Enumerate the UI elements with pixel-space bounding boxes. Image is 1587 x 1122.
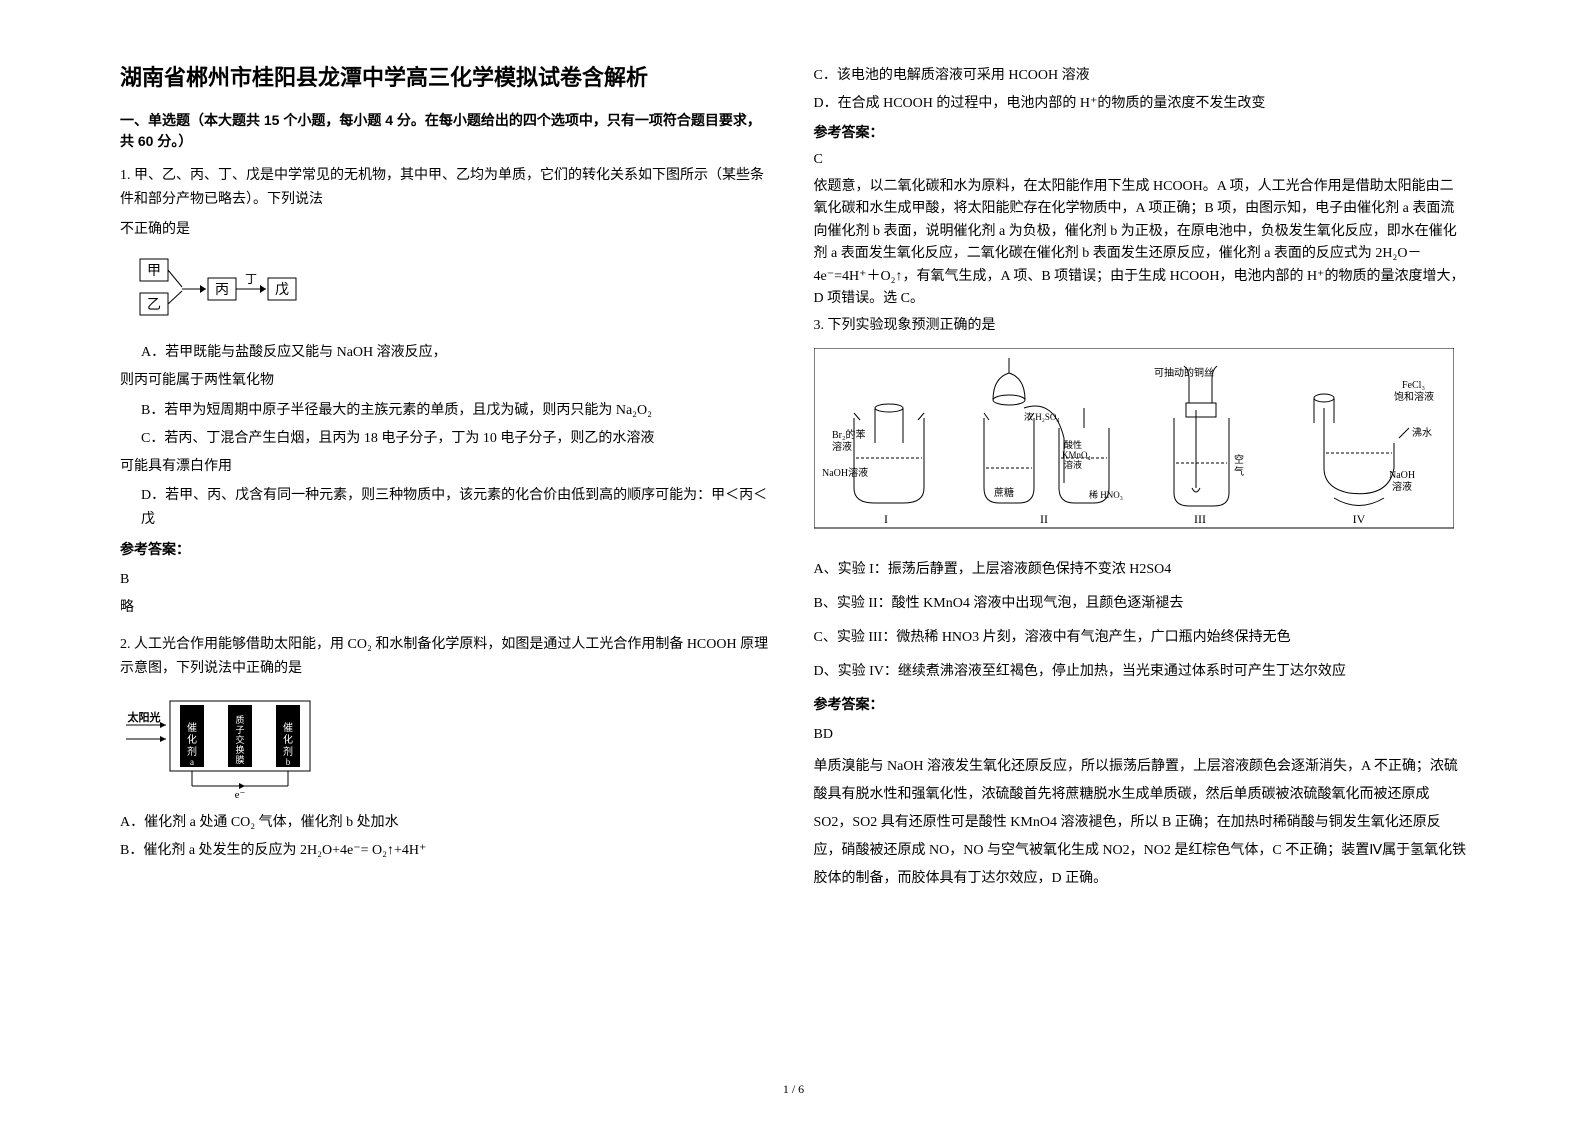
q2-stem: 2. 人工光合作用能够借助太阳能，用 CO₂ 和水制备化学原料，如图是通过人工光… — [120, 633, 774, 681]
page-number: 1 / 6 — [783, 1082, 804, 1097]
q1-option-c-cont: 可能具有漂白作用 — [120, 455, 774, 479]
q3-option-a: A、实验 I：振荡后静置，上层溶液颜色保持不变浓 H2SO4 — [814, 558, 1468, 582]
q3-explanation: 单质溴能与 NaOH 溶液发生氧化还原反应，所以振荡后静置，上层溶液颜色会逐渐消… — [814, 753, 1468, 893]
svg-text:催: 催 — [283, 721, 293, 734]
svg-text:溶液: 溶液 — [1064, 459, 1082, 470]
svg-text:饱和溶液: 饱和溶液 — [1394, 390, 1434, 403]
q1-answer: B — [120, 568, 774, 592]
svg-text:膜: 膜 — [235, 755, 244, 765]
right-column: C．该电池的电解质溶液可采用 HCOOH 溶液 D．在合成 HCOOH 的过程中… — [794, 60, 1488, 1082]
svg-text:NaOH: NaOH — [1389, 470, 1415, 481]
q1-option-b: B．若甲为短周期中原子半径最大的主族元素的单质，且戊为碱，则丙只能为 Na₂O₂ — [141, 399, 774, 423]
svg-text:II: II — [1040, 512, 1048, 526]
q3-option-d: D、实验 IV：继续煮沸溶液至红褐色，停止加热，当光束通过体系时可产生丁达尔效应 — [814, 660, 1468, 684]
svg-text:Br₂的苯: Br₂的苯 — [832, 428, 866, 441]
svg-text:III: III — [1194, 512, 1206, 526]
question-2: 2. 人工光合作用能够借助太阳能，用 CO₂ 和水制备化学原料，如图是通过人工光… — [120, 633, 774, 866]
svg-text:KMnO₄: KMnO₄ — [1062, 450, 1091, 460]
svg-text:酸性: 酸性 — [1064, 439, 1082, 450]
svg-text:太阳光: 太阳光 — [127, 710, 161, 724]
q1-diagram: 甲 乙 丙 丁 戊 — [120, 251, 774, 331]
q2-answer: C — [814, 152, 1468, 168]
svg-text:b: b — [286, 757, 291, 767]
svg-text:气: 气 — [1234, 465, 1244, 478]
q2-diagram: 催 化 剂 a 质 子 交 换 膜 催 化 剂 b 太阳光 — [120, 691, 774, 801]
svg-text:a: a — [190, 757, 194, 767]
svg-text:交: 交 — [235, 734, 244, 745]
q1-stem-1: 1. 甲、乙、丙、丁、戊是中学常见的无机物，其中甲、乙均为单质，它们的转化关系如… — [120, 164, 774, 212]
q1-answer-label: 参考答案： — [120, 538, 774, 562]
svg-text:化: 化 — [283, 733, 293, 746]
svg-text:子: 子 — [235, 725, 244, 735]
q1-option-a-cont: 则丙可能属于两性氧化物 — [120, 369, 774, 393]
q1-answer-2: 略 — [120, 596, 774, 620]
svg-text:溶液: 溶液 — [1392, 480, 1412, 493]
svg-text:蔗糖: 蔗糖 — [994, 486, 1014, 499]
q3-apparatus-icon: Br₂的苯 溶液 NaOH溶液 I — [814, 348, 1454, 548]
svg-text:化: 化 — [187, 733, 197, 746]
svg-text:戊: 戊 — [275, 282, 289, 298]
q1-option-c: C．若丙、丁混合产生白烟，且丙为 18 电子分子，丁为 10 电子分子，则乙的水… — [141, 427, 774, 451]
svg-text:FeCl₃: FeCl₃ — [1402, 380, 1425, 391]
svg-text:可抽动的铜丝: 可抽动的铜丝 — [1154, 366, 1214, 379]
q2-cell-icon: 催 化 剂 a 质 子 交 换 膜 催 化 剂 b 太阳光 — [120, 691, 330, 801]
q1-flow-icon: 甲 乙 丙 丁 戊 — [120, 251, 340, 331]
svg-text:e⁻: e⁻ — [235, 789, 246, 801]
q3-answer: BD — [814, 723, 1468, 747]
svg-text:浓 H₂SO₄: 浓 H₂SO₄ — [1024, 412, 1060, 422]
q1-option-d: D．若甲、丙、戊含有同一种元素，则三种物质中，该元素的化合价由低到高的顺序可能为… — [141, 484, 774, 532]
svg-text:换: 换 — [235, 744, 244, 755]
q3-stem: 3. 下列实验现象预测正确的是 — [814, 314, 1468, 338]
q2-explanation: 依题意，以二氧化碳和水为原料，在太阳能作用下生成 HCOOH。A 项，人工光合作… — [814, 176, 1468, 310]
svg-text:溶液: 溶液 — [832, 440, 852, 453]
page-title: 湖南省郴州市桂阳县龙潭中学高三化学模拟试卷含解析 — [120, 60, 774, 92]
q1-option-a: A．若甲既能与盐酸反应又能与 NaOH 溶液反应， — [141, 341, 774, 365]
question-3: 3. 下列实验现象预测正确的是 Br₂的苯 溶液 NaOH溶液 I — [814, 314, 1468, 897]
svg-text:丙: 丙 — [215, 283, 229, 298]
svg-text:IV: IV — [1352, 512, 1365, 526]
question-1: 1. 甲、乙、丙、丁、戊是中学常见的无机物，其中甲、乙均为单质，它们的转化关系如… — [120, 164, 774, 623]
svg-text:I: I — [884, 512, 888, 526]
svg-text:催: 催 — [187, 721, 197, 734]
q3-answer-label: 参考答案： — [814, 693, 1468, 717]
svg-text:甲: 甲 — [147, 264, 161, 279]
q2-option-c: C．该电池的电解质溶液可采用 HCOOH 溶液 — [814, 64, 1468, 84]
svg-text:丁: 丁 — [245, 272, 257, 286]
left-column: 湖南省郴州市桂阳县龙潭中学高三化学模拟试卷含解析 一、单选题（本大题共 15 个… — [100, 60, 794, 1082]
q2-option-d: D．在合成 HCOOH 的过程中，电池内部的 H⁺的物质的量浓度不发生改变 — [814, 92, 1468, 112]
svg-text:质: 质 — [235, 714, 244, 725]
q3-option-c: C、实验 III：微热稀 HNO3 片刻，溶液中有气泡产生，广口瓶内始终保持无色 — [814, 626, 1468, 650]
q1-stem-2: 不正确的是 — [120, 218, 774, 242]
svg-text:NaOH溶液: NaOH溶液 — [822, 466, 868, 479]
svg-text:空: 空 — [1234, 453, 1244, 466]
q3-diagram: Br₂的苯 溶液 NaOH溶液 I — [814, 348, 1468, 548]
q2-option-b: B．催化剂 a 处发生的反应为 2H₂O+4e⁻= O₂↑+4H⁺ — [120, 839, 774, 863]
section-header: 一、单选题（本大题共 15 个小题，每小题 4 分。在每小题给出的四个选项中，只… — [120, 110, 774, 152]
q2-answer-label: 参考答案： — [814, 122, 1468, 142]
q3-option-b: B、实验 II：酸性 KMnO4 溶液中出现气泡，且颜色逐渐褪去 — [814, 592, 1468, 616]
svg-text:稀 HNO₃: 稀 HNO₃ — [1089, 489, 1123, 500]
q2-option-a: A．催化剂 a 处通 CO₂ 气体，催化剂 b 处加水 — [120, 811, 774, 835]
svg-text:沸水: 沸水 — [1412, 426, 1432, 439]
svg-text:乙: 乙 — [147, 297, 161, 313]
